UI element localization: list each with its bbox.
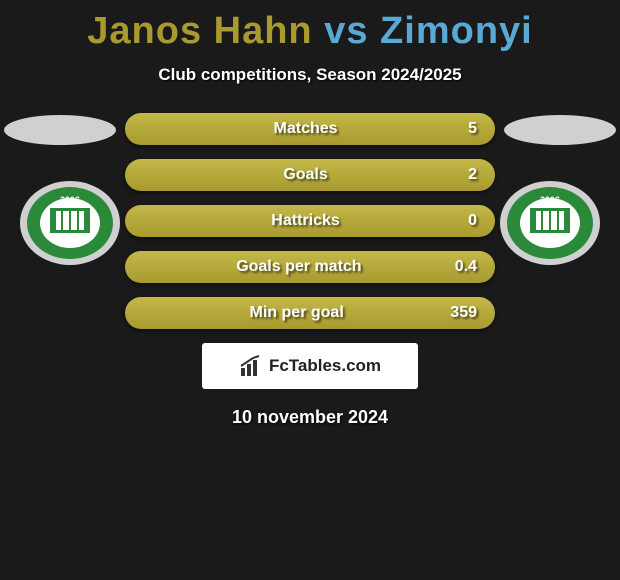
stat-label: Min per goal [143, 304, 450, 322]
stat-label: Matches [143, 120, 468, 138]
stat-label: Hattricks [143, 212, 468, 230]
stat-bars: Matches 5 Goals 2 Hattricks 0 Goals per … [125, 113, 495, 329]
stat-value: 0.4 [455, 258, 477, 276]
club-badge-left: 2006 1952 [20, 173, 120, 273]
stat-bar: Goals per match 0.4 [125, 251, 495, 283]
fctables-logo[interactable]: FcTables.com [202, 343, 418, 389]
svg-text:1952: 1952 [540, 239, 560, 249]
date-text: 10 november 2024 [0, 407, 620, 428]
stat-value: 359 [450, 304, 477, 322]
player2-name: Zimonyi [380, 10, 533, 52]
stat-value: 5 [468, 120, 477, 138]
stat-value: 2 [468, 166, 477, 184]
player1-placeholder [4, 115, 116, 145]
subtitle: Club competitions, Season 2024/2025 [0, 65, 620, 85]
svg-text:1952: 1952 [60, 239, 80, 249]
club-badge-right: 2006 1952 [500, 173, 600, 273]
stat-bar: Min per goal 359 [125, 297, 495, 329]
page-title: Janos Hahn vs Zimonyi [0, 0, 620, 53]
stat-bar: Goals 2 [125, 159, 495, 191]
stat-value: 0 [468, 212, 477, 230]
comparison-main: 2006 1952 2006 1952 Matches 5 Goals 2 Ha… [0, 113, 620, 428]
logo-text: FcTables.com [269, 356, 381, 376]
svg-text:2006: 2006 [540, 195, 560, 205]
stat-bar: Hattricks 0 [125, 205, 495, 237]
player2-placeholder [504, 115, 616, 145]
stat-bar: Matches 5 [125, 113, 495, 145]
stat-label: Goals [143, 166, 468, 184]
vs-text: vs [324, 10, 368, 52]
stat-label: Goals per match [143, 258, 455, 276]
chart-icon [239, 354, 263, 378]
svg-text:2006: 2006 [60, 195, 80, 205]
player1-name: Janos Hahn [87, 10, 312, 52]
